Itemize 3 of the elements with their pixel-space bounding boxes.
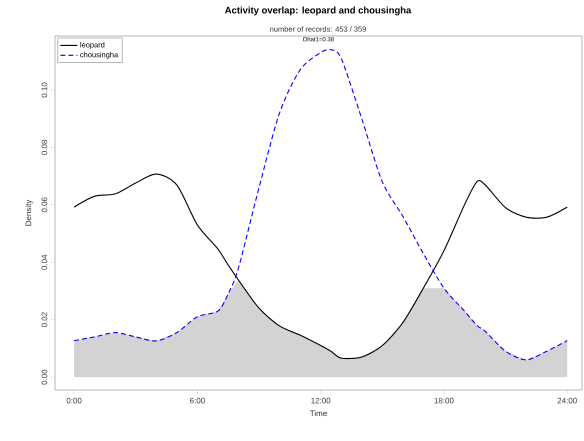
chart-title: Activity overlap: leopard and chousingha [224,6,412,16]
line-series [74,49,568,360]
line-series [74,174,568,360]
